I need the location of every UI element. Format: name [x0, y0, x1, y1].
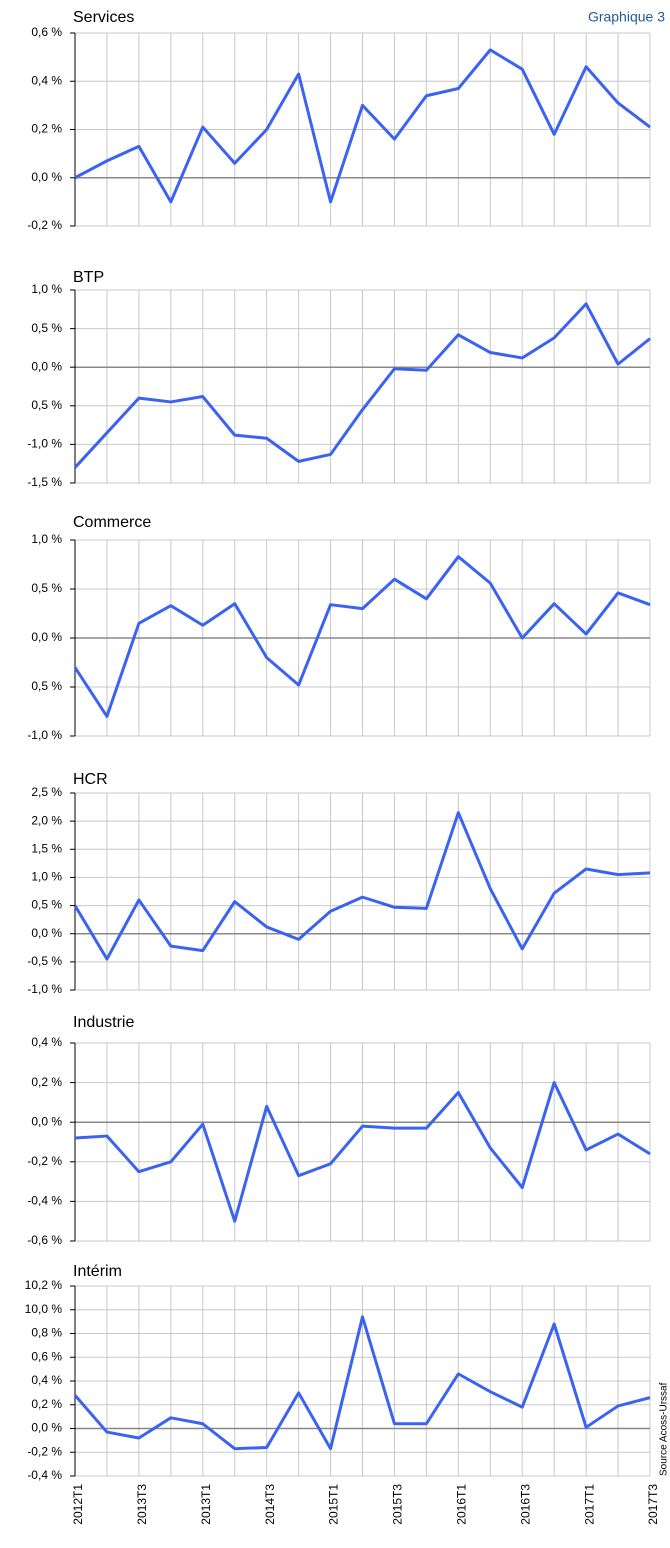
x-tick-label: 2015T1 [327, 1484, 341, 1525]
y-tick-label: 0,5 % [31, 321, 62, 335]
y-tick-label: -0,6 % [27, 1233, 62, 1247]
y-tick-label: 0,2 % [31, 1075, 62, 1089]
y-tick-label: 0,5 % [31, 898, 62, 912]
y-tick-label: 0,2 % [31, 122, 62, 136]
y-tick-label: 0,5 % [31, 398, 62, 412]
y-tick-label: -1,0 % [27, 728, 62, 742]
x-tick-label: 2013T3 [135, 1484, 149, 1525]
y-tick-label: 10,2 % [25, 1278, 63, 1292]
series-line [73, 1315, 651, 1451]
y-tick-label: 0,0 % [31, 1114, 62, 1128]
chart-title: BTP [73, 269, 104, 286]
y-tick-label: 0,0 % [31, 926, 62, 940]
x-tick-label: 2016T1 [455, 1484, 469, 1525]
x-tick-label: 2016T3 [518, 1484, 532, 1525]
y-tick-label: 0,4 % [31, 1035, 62, 1049]
x-tick-label: 2017T3 [646, 1484, 660, 1525]
x-tick-label: 2012T1 [71, 1484, 85, 1525]
chart-title: Services [73, 9, 134, 26]
series-line [73, 555, 651, 718]
series-line [74, 48, 651, 204]
y-tick-label: 0,2 % [31, 1397, 62, 1411]
y-tick-label: 0,6 % [31, 25, 62, 39]
y-tick-label: -0,2 % [27, 218, 62, 232]
y-tick-label: 0,4 % [31, 1373, 62, 1387]
chart-title: HCR [73, 771, 108, 788]
y-tick-label: 0,8 % [31, 1326, 62, 1340]
x-tick-label: 2014T3 [263, 1484, 277, 1525]
y-tick-label: 0,5 % [31, 581, 62, 595]
y-tick-label: 1,0 % [31, 282, 62, 296]
y-tick-label: -1,0 % [27, 982, 62, 996]
y-tick-label: 0,4 % [31, 73, 62, 87]
series-line [73, 811, 651, 961]
y-tick-label: 10,0 % [25, 1302, 63, 1316]
y-tick-label: 1,5 % [31, 841, 62, 855]
y-tick-label: 0,6 % [31, 1349, 62, 1363]
chart-title: Industrie [73, 1014, 134, 1031]
series-line [74, 1081, 651, 1223]
x-tick-label: 2017T1 [582, 1484, 596, 1525]
y-tick-label: 0,0 % [31, 170, 62, 184]
chart-title: Commerce [73, 514, 151, 531]
y-tick-label: 0,0 % [31, 630, 62, 644]
y-tick-label: 0,0 % [31, 359, 62, 373]
y-tick-label: 0,5 % [31, 679, 62, 693]
y-tick-label: -0,2 % [27, 1444, 62, 1458]
y-tick-label: 1,0 % [31, 532, 62, 546]
y-tick-label: 2,5 % [31, 785, 62, 799]
y-tick-label: -0,2 % [27, 1154, 62, 1168]
badge: Graphique 3 [588, 9, 665, 25]
y-tick-label: -0,4 % [27, 1194, 62, 1208]
y-tick-label: -0,4 % [27, 1468, 62, 1482]
y-tick-label: 2,0 % [31, 813, 62, 827]
chart-title: Intérim [73, 1263, 122, 1280]
y-tick-label: 0,0 % [31, 1421, 62, 1435]
y-tick-label: -1,0 % [27, 437, 62, 451]
y-tick-label: -1,5 % [27, 475, 62, 489]
x-tick-label: 2015T3 [391, 1484, 405, 1525]
series-line [73, 302, 651, 469]
y-tick-label: -0,5 % [27, 954, 62, 968]
y-tick-label: 1,0 % [31, 870, 62, 884]
source: Source Acoss-Urssaf [659, 1382, 670, 1476]
x-tick-label: 2013T1 [199, 1484, 213, 1525]
